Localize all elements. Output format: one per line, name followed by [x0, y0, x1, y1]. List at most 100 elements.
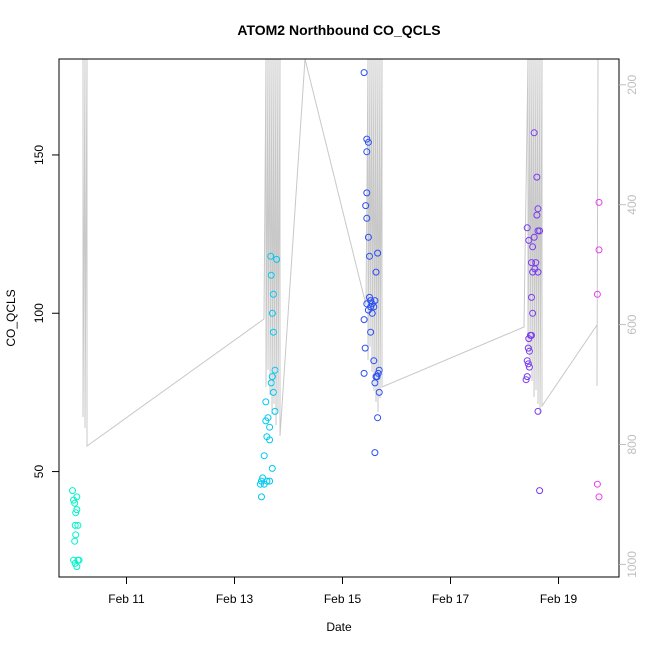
y-tick-label: 50	[32, 465, 46, 479]
data-point	[595, 493, 603, 501]
data-point	[372, 268, 380, 276]
data-point	[74, 521, 82, 529]
data-point	[374, 369, 382, 377]
data-point	[269, 388, 277, 396]
data-point	[73, 563, 81, 571]
data-point	[525, 363, 533, 371]
data-point	[367, 328, 375, 336]
data-point	[529, 309, 537, 317]
x-tick-label: Feb 19	[540, 592, 578, 606]
data-point	[72, 531, 80, 539]
data-point	[366, 293, 373, 301]
data-point	[536, 227, 544, 235]
data-point	[260, 452, 268, 460]
y-axis-label: CO_QCLS	[4, 289, 18, 346]
data-point	[269, 290, 277, 298]
data-point	[73, 506, 81, 514]
data-point	[371, 449, 379, 457]
data-point	[534, 407, 542, 415]
data-point	[256, 480, 264, 488]
data-point	[363, 148, 371, 156]
data-point	[258, 493, 265, 501]
right-tick-label: 800	[625, 434, 639, 454]
data-point	[266, 423, 274, 431]
data-point	[366, 252, 373, 260]
data-point	[374, 414, 382, 422]
data-point	[362, 202, 370, 210]
data-point	[523, 224, 531, 232]
data-point	[524, 360, 532, 368]
data-point	[273, 255, 281, 263]
data-point	[364, 138, 372, 146]
data-point	[375, 388, 383, 396]
data-point	[72, 509, 80, 517]
data-point	[361, 344, 369, 352]
data-point	[523, 373, 531, 381]
data-point	[363, 214, 371, 222]
data-point	[364, 233, 372, 241]
data-point	[268, 464, 276, 472]
x-tick-label: Feb 13	[216, 592, 254, 606]
y-tick-label: 100	[32, 303, 46, 323]
data-point	[262, 417, 270, 425]
data-point	[525, 236, 533, 244]
right-tick-label: 1000	[625, 551, 639, 578]
right-tick-label: 400	[625, 194, 639, 214]
data-point	[269, 328, 277, 336]
data-point	[368, 309, 376, 317]
data-point	[531, 265, 539, 273]
data-point	[360, 369, 368, 377]
data-point	[528, 293, 535, 301]
data-point	[268, 373, 276, 381]
data-point	[71, 537, 79, 545]
data-point	[73, 493, 81, 501]
data-point	[593, 290, 601, 298]
data-point	[370, 357, 378, 365]
data-point	[266, 477, 274, 485]
data-point	[525, 347, 533, 355]
x-axis-label: Date	[326, 620, 352, 634]
data-point	[75, 556, 83, 564]
data-point	[360, 316, 368, 324]
data-point	[363, 300, 371, 308]
data-point	[522, 376, 530, 384]
chart-title: ATOM2 Northbound CO_QCLS	[237, 22, 440, 38]
data-point	[593, 480, 601, 488]
data-point	[71, 521, 79, 529]
data-point	[267, 252, 275, 260]
data-point	[524, 344, 532, 352]
data-point	[266, 436, 274, 444]
data-point	[530, 129, 538, 137]
altitude-profile-line	[82, 58, 599, 447]
data-point	[375, 366, 383, 374]
data-point	[595, 198, 603, 206]
data-point	[267, 379, 275, 387]
x-tick-label: Feb 15	[324, 592, 362, 606]
x-tick-label: Feb 11	[108, 592, 145, 606]
data-point	[523, 357, 531, 365]
data-point	[528, 259, 535, 267]
data-point	[371, 379, 379, 387]
x-axis: Feb 11 Feb 13 Feb 15 Feb 17 Feb 19	[108, 577, 578, 606]
data-point	[271, 407, 279, 415]
x-tick-label: Feb 17	[432, 592, 470, 606]
data-point	[267, 271, 275, 279]
plot-frame	[58, 58, 620, 578]
altitude-profile-trace	[82, 58, 599, 447]
y-axis: 50 100 150	[32, 145, 59, 479]
data-point	[533, 211, 541, 219]
data-point	[595, 246, 603, 254]
data-point	[363, 189, 371, 197]
right-axis: 200 400 600 800 1000	[619, 74, 639, 578]
data-point	[371, 297, 379, 305]
data-point	[533, 173, 541, 181]
y-tick-label: 150	[32, 145, 46, 165]
data-point	[525, 335, 533, 343]
data-point	[360, 69, 368, 77]
right-tick-label: 600	[625, 314, 639, 334]
right-tick-label: 200	[625, 74, 639, 94]
data-point	[271, 366, 279, 374]
data-points	[69, 69, 603, 571]
data-point	[373, 373, 381, 381]
